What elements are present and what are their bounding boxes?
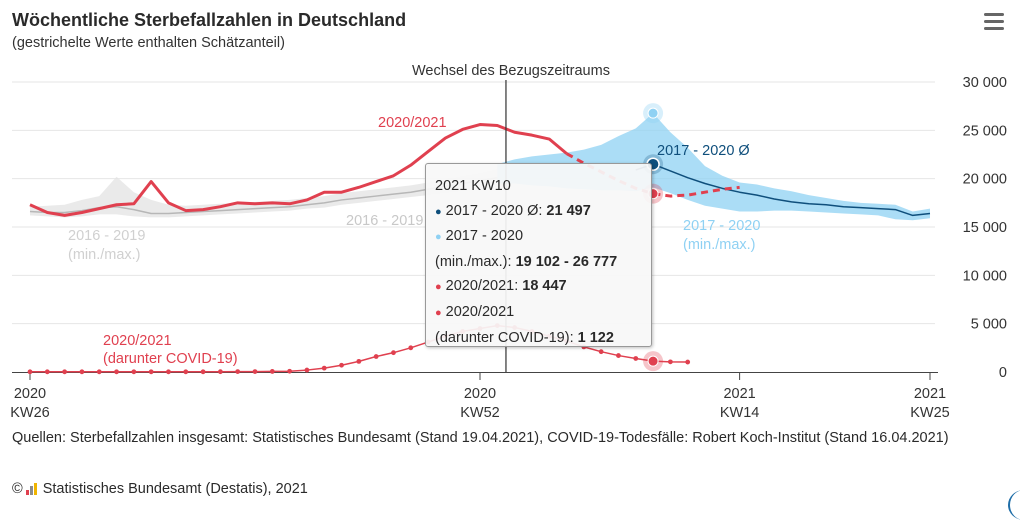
covid-point [217,369,223,375]
tooltip-row-minmax-values: (min./max.): 19 102 - 26 777 [435,253,618,270]
covid-point [166,369,171,375]
covid-point [79,369,85,375]
covid-point [685,359,691,365]
tooltip-row-covid: ● 2020/2021 [435,303,515,320]
source-note: Quellen: Sterbefallzahlen insgesamt: Sta… [12,430,949,446]
x-tick-label: 2021 [723,386,755,402]
covid-point [269,369,275,374]
covid-point [62,369,68,375]
hover-point [647,107,659,119]
tooltip-row-covid-value: (darunter COVID-19): 1 122 [435,329,614,346]
covid-point [235,369,241,375]
y-tick-label: 20 000 [963,172,1007,188]
series-label: (min./max.) [68,247,141,263]
x-tick-label: 2021 [914,386,946,402]
reference-line-label: Wechsel des Bezugszeitraums [412,63,610,79]
covid-point [27,369,33,375]
series-label: 2017 - 2020 [683,218,760,234]
dark-blue-dot-icon: ● [435,205,442,218]
y-tick-label: 0 [999,365,1007,381]
band-2016-2019 [30,169,498,218]
covid-point [408,345,414,351]
series-label: 2016 - 2019 [68,228,145,244]
copyright-line: © Statistisches Bundesamt (Destatis), 20… [12,481,308,497]
light-blue-dot-icon: ● [435,231,442,244]
x-tick-label: KW14 [720,405,760,421]
covid-point [339,362,344,368]
covid-point [373,354,379,359]
x-tick-label: 2020 [464,386,496,402]
series-label: 2020/2021 [378,115,447,131]
covid-point [616,353,621,358]
tooltip-row-2020-2021: ● 2020/2021: 18 447 [435,278,567,295]
corner-decoration [1008,490,1020,520]
series-label: 2016 - 2019 [346,213,423,229]
red-dot-icon: ● [435,281,442,294]
y-tick-label: 25 000 [963,123,1007,139]
tooltip-header: 2021 KW10 [435,178,511,194]
x-tick-label: KW52 [460,405,500,421]
x-tick-label: 2020 [14,386,46,402]
chart-subtitle: (gestrichelte Werte enthalten Schätzante… [12,35,285,51]
hover-point [647,355,659,367]
copyright-text: Statistisches Bundesamt (Destatis), 2021 [42,481,308,497]
copyright-symbol: © [12,481,23,497]
covid-point [252,369,258,375]
covid-point [114,369,119,375]
series-label: (darunter COVID-19) [103,351,238,367]
covid-point [183,369,189,375]
series-label: (min./max.) [683,237,756,253]
covid-point [131,369,137,375]
y-tick-label: 15 000 [963,220,1007,236]
chart-tooltip: 2021 KW10 ● 2017 - 2020 Ø: 21 497 ● 2017 -… [425,163,652,347]
tooltip-row-minmax-2017-2020: ● 2017 - 2020 [435,228,524,245]
tooltip-row-avg-2017-2020: ● 2017 - 2020 Ø: 21 497 [435,202,591,219]
x-tick-label: KW25 [910,405,950,421]
covid-point [321,365,327,371]
covid-point [287,368,293,374]
y-tick-label: 5 000 [971,317,1007,333]
covid-point [96,369,102,375]
red-dot-icon: ● [435,306,442,319]
line-2020-2021 [29,123,568,217]
covid-point [667,359,673,365]
y-tick-label: 10 000 [963,268,1007,284]
covid-point [148,369,154,375]
y-tick-label: 30 000 [963,75,1007,91]
chart-title: Wöchentliche Sterbefallzahlen in Deutsch… [12,10,407,30]
covid-point [200,369,206,375]
destatis-logo-icon [25,483,37,495]
series-label: 2017 - 2020 Ø [657,143,750,159]
covid-point [633,356,639,361]
covid-point [391,350,396,356]
covid-point [304,367,310,373]
x-tick-label: KW26 [10,405,50,421]
line-2017-2020-avg [635,163,931,217]
series-label: 2020/2021 [103,333,172,349]
hamburger-menu-icon[interactable] [984,13,1004,31]
covid-point [44,369,50,375]
covid-point [356,358,362,364]
covid-point [598,349,604,355]
